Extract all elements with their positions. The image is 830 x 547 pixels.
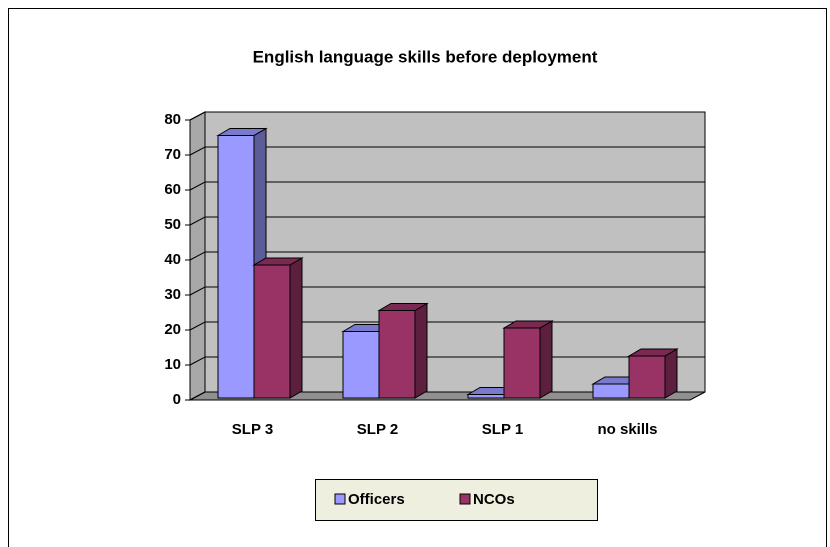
legend-label: NCOs [473,491,515,508]
grid-line [189,111,705,121]
bar [502,320,554,399]
legend-label: Officers [348,491,405,508]
bar-front [467,394,505,399]
bar-side [539,320,553,399]
y-tick-label: 60 [164,181,181,198]
grid-line [189,181,705,191]
bar [377,302,429,399]
grid-line [189,216,705,226]
chart-title: English language skills before deploymen… [253,47,598,66]
legend-swatch [334,493,346,505]
plot-area [185,111,706,401]
y-tick-label: 10 [164,356,181,373]
grid-line [189,146,705,156]
y-tick-label: 0 [173,391,181,408]
bar-side [414,302,428,399]
grid-line [189,251,705,261]
y-tick-label: 70 [164,146,181,163]
bar-front [253,264,291,399]
x-tick-label: SLP 3 [232,421,273,438]
bar-front [592,383,630,399]
legend [315,479,598,521]
bar-side [289,257,303,399]
bar-front [503,327,541,399]
bar-front [217,135,255,399]
y-tick-label: 40 [164,251,181,268]
bar-front [628,355,666,399]
bar [627,348,679,399]
grid-line [189,286,705,296]
legend-swatch [459,493,471,505]
y-tick-label: 50 [164,216,181,233]
y-tick-label: 30 [164,286,181,303]
x-tick-label: no skills [597,421,657,438]
bar [252,257,304,399]
bar-side [664,348,678,399]
x-tick-label: SLP 2 [357,421,398,438]
y-tick-label: 20 [164,321,181,338]
y-tick-label: 80 [164,111,181,128]
bar-front [378,310,416,399]
bar-front [342,331,380,399]
x-tick-label: SLP 1 [482,421,523,438]
